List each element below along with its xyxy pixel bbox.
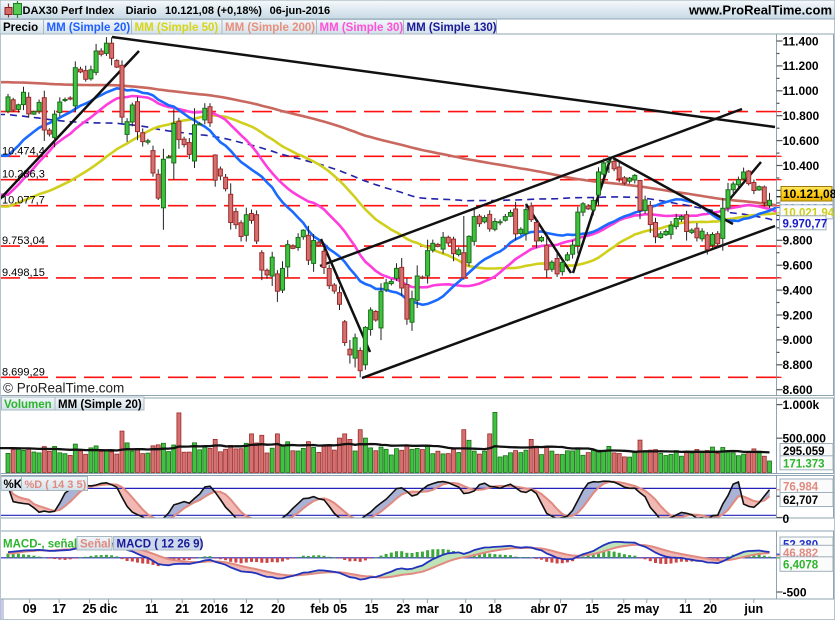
svg-text:MM (Simple 20): MM (Simple 20) bbox=[47, 22, 131, 34]
svg-text:25: 25 bbox=[617, 602, 631, 616]
svg-text:15: 15 bbox=[365, 602, 379, 616]
svg-text:© ProRealTime.com: © ProRealTime.com bbox=[3, 381, 124, 396]
svg-text:05: 05 bbox=[333, 602, 347, 616]
svg-text:-500: -500 bbox=[783, 585, 807, 599]
svg-text:295.059: 295.059 bbox=[783, 446, 825, 458]
svg-text:mar: mar bbox=[416, 602, 439, 616]
svg-text:10: 10 bbox=[459, 602, 473, 616]
svg-text:06-jun-2016: 06-jun-2016 bbox=[270, 5, 331, 17]
svg-text:18: 18 bbox=[488, 602, 502, 616]
svg-text:15: 15 bbox=[585, 602, 599, 616]
svg-text:Volumen: Volumen bbox=[4, 399, 52, 411]
svg-text:2016: 2016 bbox=[200, 602, 228, 616]
svg-text:62,707: 62,707 bbox=[783, 495, 818, 507]
svg-text:abr: abr bbox=[530, 602, 550, 616]
svg-text:11.200: 11.200 bbox=[783, 59, 819, 73]
svg-text:9.753,04: 9.753,04 bbox=[2, 235, 45, 247]
svg-text:23: 23 bbox=[396, 602, 410, 616]
svg-text:MM (Simple 30): MM (Simple 30) bbox=[320, 22, 404, 34]
svg-text:may: may bbox=[634, 602, 659, 616]
svg-text:MM (Simple 20): MM (Simple 20) bbox=[58, 399, 142, 411]
svg-text:dic: dic bbox=[99, 602, 117, 616]
svg-text:%D ( 14 3 5): %D ( 14 3 5) bbox=[25, 479, 87, 491]
svg-text:20: 20 bbox=[271, 602, 285, 616]
svg-text:Diario: Diario bbox=[126, 5, 157, 17]
svg-text:10.077,7: 10.077,7 bbox=[2, 195, 45, 207]
svg-text:8.600: 8.600 bbox=[783, 383, 813, 397]
svg-text:11.400: 11.400 bbox=[783, 34, 819, 48]
svg-text:171.373: 171.373 bbox=[783, 458, 825, 470]
svg-text:12: 12 bbox=[240, 602, 254, 616]
svg-text:MACD ( 12 26 9): MACD ( 12 26 9) bbox=[117, 539, 204, 551]
svg-text:10.600: 10.600 bbox=[783, 134, 820, 148]
svg-text:MACD-, señal: MACD-, señal bbox=[3, 539, 77, 551]
svg-text:20: 20 bbox=[703, 602, 717, 616]
svg-text:10.400: 10.400 bbox=[783, 159, 820, 173]
svg-text:11: 11 bbox=[145, 602, 158, 616]
svg-text:10.474,4: 10.474,4 bbox=[2, 145, 45, 157]
svg-text:9.400: 9.400 bbox=[783, 283, 813, 297]
svg-text:8.800: 8.800 bbox=[783, 358, 813, 372]
svg-text:jun: jun bbox=[743, 602, 763, 616]
svg-text:feb: feb bbox=[310, 602, 329, 616]
svg-text:10.121,08 (+0,18%): 10.121,08 (+0,18%) bbox=[165, 5, 262, 17]
svg-text:11.000: 11.000 bbox=[783, 84, 819, 98]
svg-text:10.286,3: 10.286,3 bbox=[2, 169, 45, 181]
svg-text:07: 07 bbox=[554, 602, 568, 616]
svg-text:9.200: 9.200 bbox=[783, 308, 813, 322]
svg-text:8.699,29: 8.699,29 bbox=[2, 366, 45, 378]
svg-text:10.121,08: 10.121,08 bbox=[783, 187, 835, 201]
svg-text:MM (Simple 130): MM (Simple 130) bbox=[407, 22, 497, 34]
svg-text:Señal: Señal bbox=[80, 539, 111, 551]
svg-text:DAX30 Perf Index: DAX30 Perf Index bbox=[23, 5, 116, 17]
svg-text:9.970,77: 9.970,77 bbox=[783, 218, 828, 230]
svg-text:www.ProRealTime.com: www.ProRealTime.com bbox=[688, 3, 832, 18]
svg-text:9.800: 9.800 bbox=[783, 234, 813, 248]
svg-text:11: 11 bbox=[679, 602, 692, 616]
svg-text:9.000: 9.000 bbox=[783, 333, 813, 347]
svg-text:25: 25 bbox=[83, 602, 97, 616]
svg-text:9.498,15: 9.498,15 bbox=[2, 267, 45, 279]
svg-text:10.800: 10.800 bbox=[783, 109, 820, 123]
svg-text:Precio: Precio bbox=[3, 22, 38, 34]
svg-text:MM (Simple 50): MM (Simple 50) bbox=[135, 22, 219, 34]
svg-text:9.600: 9.600 bbox=[783, 259, 813, 273]
svg-text:0: 0 bbox=[783, 512, 790, 526]
svg-text:%K: %K bbox=[4, 479, 23, 491]
svg-text:21: 21 bbox=[175, 602, 189, 616]
svg-text:500.000: 500.000 bbox=[783, 432, 827, 446]
svg-text:17: 17 bbox=[52, 602, 66, 616]
svg-text:6,4078: 6,4078 bbox=[783, 560, 819, 572]
svg-text:09: 09 bbox=[23, 602, 37, 616]
svg-text:76,984: 76,984 bbox=[783, 482, 819, 494]
svg-text:1.000k: 1.000k bbox=[783, 398, 820, 412]
svg-text:MM (Simple 200): MM (Simple 200) bbox=[225, 22, 315, 34]
